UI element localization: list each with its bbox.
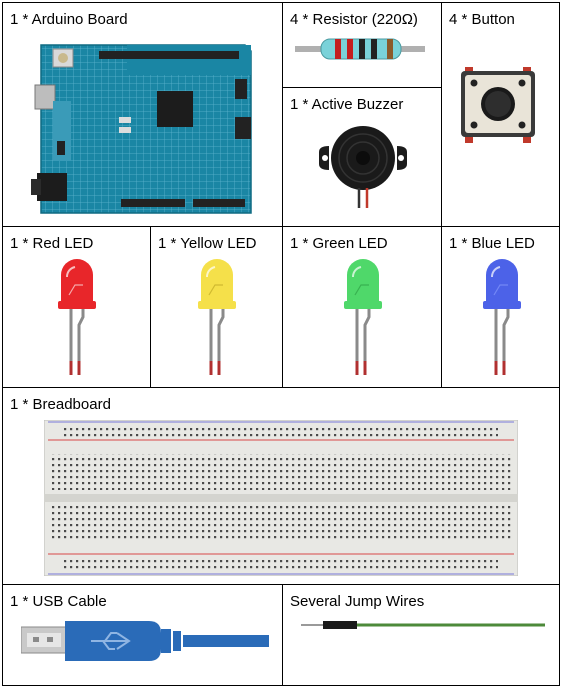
resistor-image [295,38,425,60]
cell-yellow-led: 1 * Yellow LED [150,226,283,388]
red-led-bulb [61,259,93,303]
resistor-label: 4 * Resistor (220Ω) [290,11,418,28]
cell-green-led: 1 * Green LED [282,226,442,388]
cell-arduino-board: 1 * Arduino Board [2,2,283,227]
active-buzzer-label: 1 * Active Buzzer [290,96,404,113]
cell-active-buzzer: 1 * Active Buzzer [282,87,442,227]
yellow-led-image [198,259,236,375]
green-led-label: 1 * Green LED [290,235,388,252]
blue-led-bulb [486,259,518,303]
button-label: 4 * Button [449,11,515,28]
jump-wire-image [301,621,545,629]
jump-wires-label: Several Jump Wires [290,593,425,610]
cell-button: 4 * Button [441,2,560,227]
active-buzzer-image [319,126,407,208]
green-led-bulb [347,259,379,303]
breadboard-image [44,420,518,576]
blue-led-label: 1 * Blue LED [449,235,535,252]
arduino-board-label: 1 * Arduino Board [10,11,128,28]
cell-red-led: 1 * Red LED [2,226,151,388]
usb-cable-image [21,621,269,661]
cell-usb-cable: 1 * USB Cable [2,584,283,686]
yellow-led-label: 1 * Yellow LED [158,235,257,252]
cell-breadboard: 1 * Breadboard [2,387,560,585]
breadboard-label: 1 * Breadboard [10,396,111,413]
red-led-label: 1 * Red LED [10,235,94,252]
cell-blue-led: 1 * Blue LED [441,226,560,388]
usb-cable-label: 1 * USB Cable [10,593,107,610]
green-led-image [344,259,382,375]
blue-led-image [483,259,521,375]
cell-resistor: 4 * Resistor (220Ω) [282,2,442,88]
red-led-image [58,259,96,375]
push-button-image [461,67,535,143]
yellow-led-bulb [201,259,233,303]
arduino-board-image [31,44,252,214]
cell-jump-wires: Several Jump Wires [282,584,560,686]
